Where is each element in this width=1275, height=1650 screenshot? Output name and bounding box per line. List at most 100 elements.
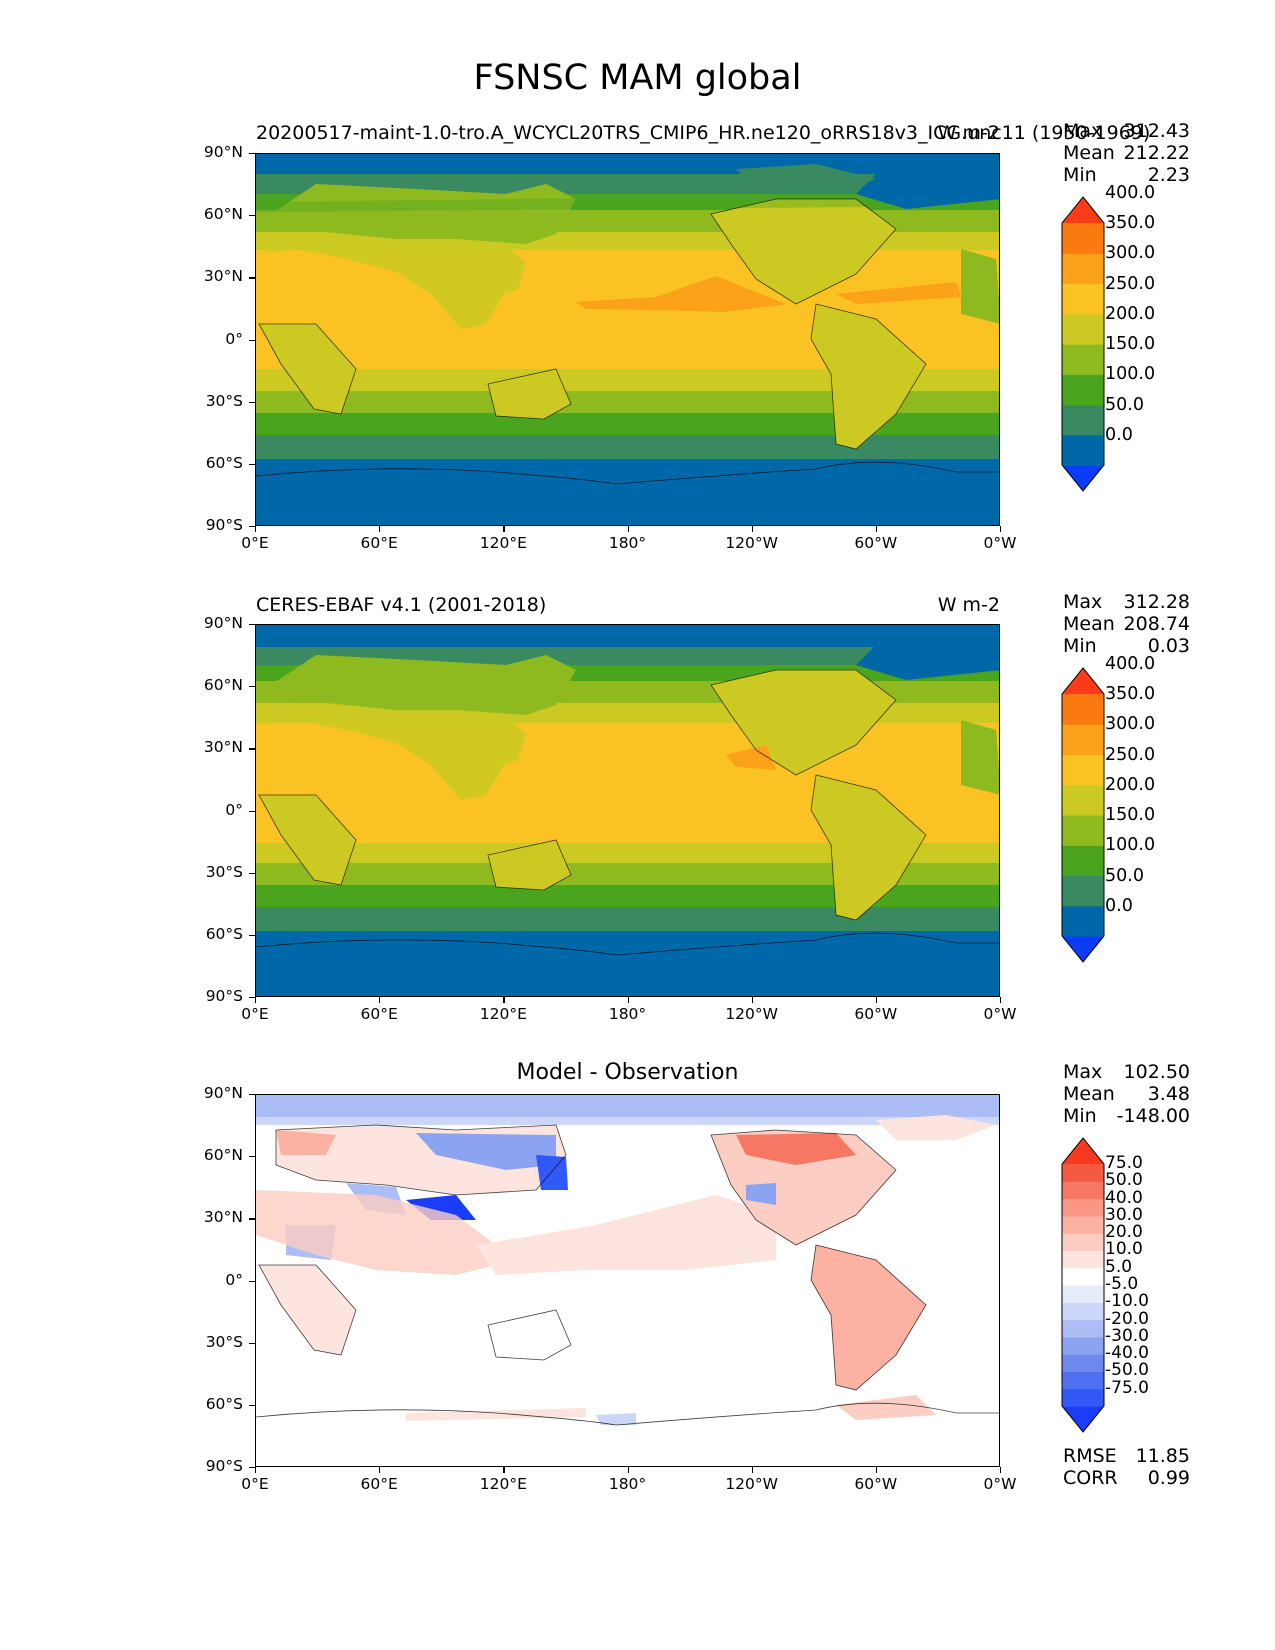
y-tick-label: 30°N (203, 738, 243, 757)
x-tick-mark (503, 526, 505, 532)
x-tick-label: 60°W (854, 1475, 898, 1493)
colorbar-bin (1062, 1181, 1104, 1200)
panel-diff-title: Model - Observation (516, 1060, 739, 1085)
colorbar-tick-label: -30.0 (1105, 1325, 1149, 1346)
metric-label: CORR (1063, 1467, 1118, 1489)
x-tick-mark (1000, 997, 1002, 1003)
x-tick-label: 0°W (983, 1475, 1017, 1493)
colorbar-tick-label: 0.0 (1105, 895, 1133, 916)
stat-value: 312.43 (1123, 120, 1190, 142)
x-tick-label: 60°W (854, 534, 898, 552)
x-tick-mark (875, 1467, 878, 1473)
stat-value: 102.50 (1123, 1061, 1190, 1083)
x-tick-label: 120°E (479, 1475, 527, 1493)
stat-label: Min (1063, 164, 1097, 186)
y-tick-mark (249, 463, 255, 466)
colorbar-bin (1062, 313, 1104, 345)
obs-map (255, 624, 1000, 997)
colorbar-bin (1062, 1371, 1104, 1390)
y-tick-mark (249, 748, 255, 750)
y-tick-label: 90°N (203, 614, 243, 632)
colorbar-bin (1062, 434, 1104, 466)
colorbar-bin (1062, 1319, 1104, 1338)
metric-value: 0.99 (1147, 1467, 1190, 1489)
colorbar-bin (1062, 905, 1104, 937)
stat-value: 312.28 (1123, 591, 1190, 613)
y-tick-label: 90°S (205, 1457, 243, 1475)
colorbar-tick-label: 150.0 (1105, 334, 1156, 354)
y-tick-mark (249, 1156, 255, 1158)
y-tick-label: 60°N (203, 1146, 243, 1165)
panel-model-units: W m-2 (937, 122, 1000, 144)
colorbar-bin (1062, 253, 1104, 285)
colorbar-tick-label: 40.0 (1105, 1187, 1143, 1208)
colorbar-bin (1062, 724, 1104, 756)
colorbar-tick-label: 250.0 (1105, 273, 1156, 294)
y-tick-label: 90°S (205, 987, 243, 1005)
y-tick-mark (249, 810, 255, 812)
x-tick-mark (503, 997, 505, 1003)
colorbar (1061, 667, 1105, 963)
colorbar-tick-label: -50.0 (1105, 1360, 1149, 1381)
y-tick-label: 60°S (205, 924, 243, 943)
colorbar-bin (1062, 1388, 1104, 1407)
x-tick-mark (875, 997, 878, 1003)
stat-label: Mean (1063, 142, 1115, 164)
x-tick-mark (751, 526, 753, 532)
colorbar-bin (1062, 374, 1104, 406)
colorbar-tick-label: 30.0 (1105, 1204, 1143, 1225)
y-tick-label: 90°N (203, 1084, 243, 1102)
y-tick-mark (249, 624, 255, 626)
y-tick-label: 90°N (203, 143, 243, 161)
x-tick-mark (875, 526, 878, 532)
y-tick-mark (249, 215, 255, 217)
y-tick-label: 30°S (205, 862, 243, 881)
x-tick-label: 120°E (479, 534, 527, 552)
x-tick-mark (255, 526, 257, 532)
colorbar-tick-label: 50.0 (1105, 394, 1144, 415)
x-tick-mark (627, 997, 629, 1003)
colorbar-bin (1062, 404, 1104, 436)
y-tick-label: 60°S (205, 453, 243, 472)
colorbar (1061, 1137, 1105, 1433)
y-tick-mark (249, 401, 255, 403)
x-tick-label: 0°E (241, 534, 269, 552)
stat-value: 208.74 (1123, 613, 1190, 635)
colorbar-bin (1062, 845, 1104, 877)
y-tick-mark (249, 686, 255, 688)
colorbar-bin (1062, 1198, 1104, 1217)
figure-title: FSNSC MAM global (473, 58, 802, 98)
y-tick-label: 0° (225, 1270, 243, 1289)
stat-label: Min (1063, 635, 1097, 657)
colorbar-bin (1062, 283, 1104, 315)
y-tick-mark (249, 339, 255, 341)
colorbar-bin (1062, 1302, 1104, 1321)
colorbar-extend-high (1062, 197, 1104, 223)
model-map (255, 153, 1000, 526)
x-tick-mark (1000, 526, 1002, 532)
colorbar-outline (1061, 667, 1105, 963)
colorbar-extend-low (1062, 465, 1104, 491)
panel-model-title: 20200517-maint-1.0-tro.A_WCYCL20TRS_CMIP… (256, 122, 1151, 144)
stat-value: -148.00 (1116, 1105, 1190, 1127)
colorbar-extend-low (1062, 1406, 1104, 1432)
colorbar-bin (1062, 1250, 1104, 1269)
colorbar-tick-label: 300.0 (1105, 714, 1156, 735)
x-tick-label: 60°E (360, 534, 398, 552)
colorbar-tick-label: 350.0 (1105, 213, 1156, 233)
colorbar-tick-label: -20.0 (1105, 1308, 1149, 1329)
colorbar-extend-low (1062, 936, 1104, 962)
colorbar-bin (1062, 1215, 1104, 1234)
y-tick-label: 90°S (205, 516, 243, 534)
panel-obs-title: CERES-EBAF v4.1 (2001-2018) (256, 594, 547, 616)
colorbar-bin (1062, 875, 1104, 907)
stat-label: Mean (1063, 613, 1115, 635)
x-tick-mark (255, 1467, 257, 1473)
colorbar-tick-label: 150.0 (1105, 805, 1156, 825)
colorbar-tick-label: 350.0 (1105, 684, 1156, 704)
y-tick-label: 30°S (205, 1332, 243, 1351)
colorbar-bin (1062, 1336, 1104, 1355)
colorbar-bin (1062, 1164, 1104, 1182)
colorbar-tick-label: 400.0 (1105, 182, 1156, 203)
y-tick-label: 0° (225, 800, 243, 819)
